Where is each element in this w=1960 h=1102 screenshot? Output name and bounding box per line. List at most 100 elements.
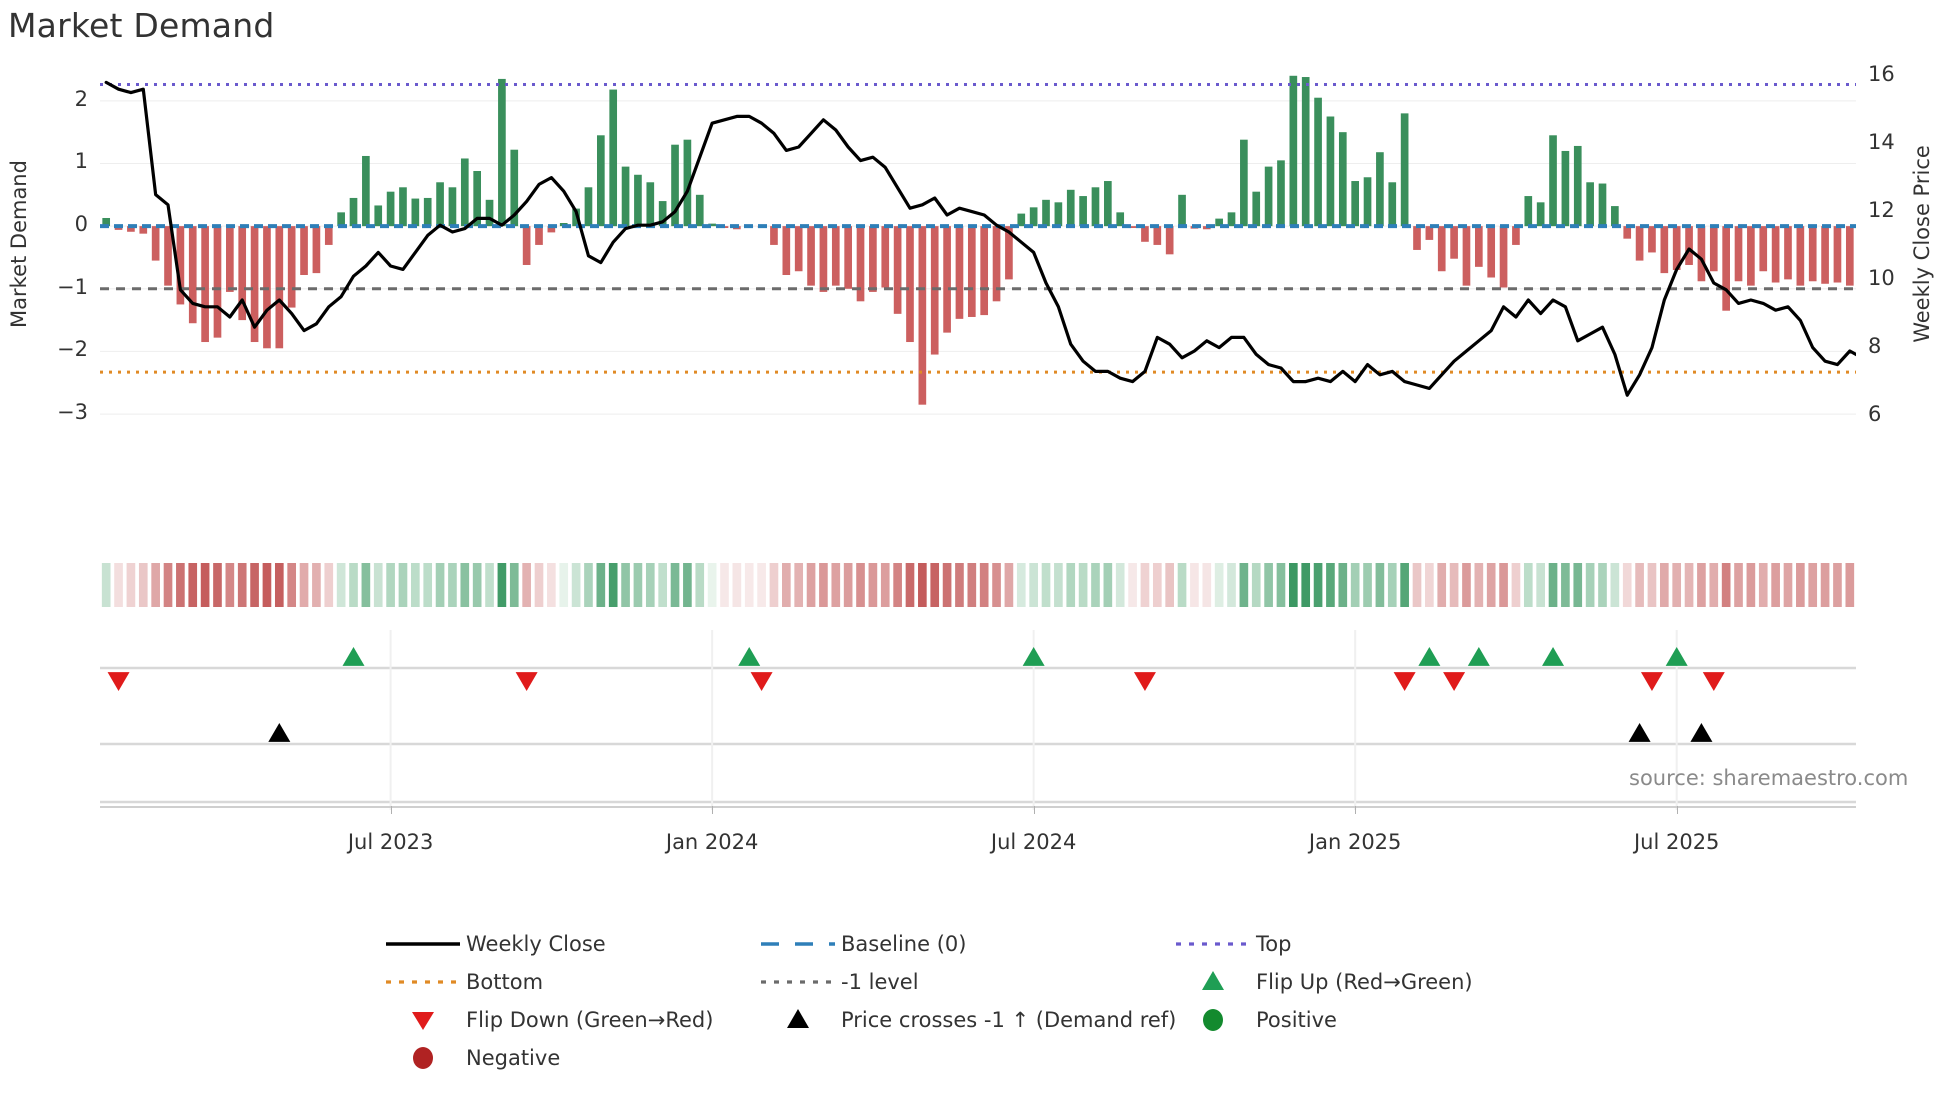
heat-cell xyxy=(460,563,470,607)
demand-bar xyxy=(522,226,531,265)
flip-down-marker xyxy=(515,672,538,691)
demand-bar xyxy=(176,226,185,305)
x-axis-tick-mark xyxy=(1676,806,1678,814)
legend-item[interactable]: Price crosses -1 ↑ (Demand ref) xyxy=(755,1001,1176,1039)
heat-cell xyxy=(633,563,643,607)
legend-item[interactable]: Baseline (0) xyxy=(755,925,966,963)
legend-item[interactable]: Flip Up (Red→Green) xyxy=(1170,963,1473,1001)
heat-cell xyxy=(101,563,111,607)
heat-cell xyxy=(992,563,1001,607)
demand-bar xyxy=(1524,196,1533,227)
legend-item[interactable]: Top xyxy=(1170,925,1291,963)
legend-symbol-circle xyxy=(380,1039,466,1077)
heat-cell xyxy=(1202,563,1212,607)
demand-heat-strip xyxy=(100,563,1856,623)
heat-cell xyxy=(1474,563,1484,607)
y-axis-left-tick: 2 xyxy=(74,86,88,111)
heat-cell xyxy=(1721,563,1731,607)
heat-cell xyxy=(1128,563,1137,607)
heat-cell xyxy=(373,563,383,607)
demand-bar xyxy=(1042,199,1050,227)
heat-cell xyxy=(1115,563,1125,607)
heat-cell xyxy=(151,563,160,607)
demand-bar xyxy=(1808,226,1817,282)
y-axis-right-tick: 14 xyxy=(1868,129,1895,154)
demand-bar xyxy=(869,226,877,292)
demand-bar xyxy=(362,155,370,227)
heat-cell xyxy=(1041,563,1051,607)
demand-bar xyxy=(1536,202,1545,227)
legend-symbol-solid-line xyxy=(380,925,466,963)
demand-bar xyxy=(930,226,939,355)
demand-bar xyxy=(1722,226,1730,311)
legend-item[interactable]: Weekly Close xyxy=(380,925,606,963)
heat-cell xyxy=(1078,563,1088,607)
y-axis-right-tick: 10 xyxy=(1868,265,1895,290)
heat-cell xyxy=(1833,563,1842,607)
heat-cell xyxy=(1103,563,1113,607)
heat-cell xyxy=(1289,563,1298,607)
demand-bar xyxy=(1648,226,1656,253)
heat-cell xyxy=(942,563,952,607)
demand-bar xyxy=(1277,160,1285,227)
heat-cell xyxy=(1635,563,1644,607)
chart-legend: Weekly Close Baseline (0) Top Bottom -1 leve… xyxy=(380,925,1840,1085)
demand-bar xyxy=(1153,226,1162,245)
legend-item[interactable]: Bottom xyxy=(380,963,543,1001)
demand-bar xyxy=(1685,226,1693,265)
heat-cell xyxy=(274,563,284,607)
heat-cell xyxy=(213,563,222,607)
demand-bar xyxy=(226,226,234,292)
heat-cell xyxy=(819,563,828,607)
demand-bar xyxy=(1709,226,1718,272)
legend-item[interactable]: -1 level xyxy=(755,963,919,1001)
demand-bar xyxy=(807,226,815,286)
heat-cell xyxy=(1313,563,1323,607)
weekly-close-line xyxy=(104,80,1856,397)
legend-item[interactable]: Positive xyxy=(1170,1001,1337,1039)
demand-bar xyxy=(399,187,407,227)
demand-bar xyxy=(1561,150,1570,227)
legend-label: Flip Down (Green→Red) xyxy=(466,1008,714,1032)
heat-cell xyxy=(547,563,556,607)
signal-marker-panel xyxy=(100,630,1856,810)
heat-cell xyxy=(584,563,593,607)
demand-bar xyxy=(1128,226,1137,229)
y-axis-left-tick: 0 xyxy=(74,212,88,237)
legend-label: Bottom xyxy=(466,970,544,994)
heat-cell xyxy=(1622,563,1632,607)
legend-label: Flip Up (Red→Green) xyxy=(1256,970,1473,994)
flip-up-marker xyxy=(1418,647,1441,666)
heat-cell xyxy=(1301,563,1311,607)
heat-cell xyxy=(794,563,804,607)
x-axis-tick-mark xyxy=(1355,806,1357,814)
demand-bar xyxy=(411,198,420,227)
demand-bar xyxy=(1474,226,1483,267)
legend-item[interactable]: Negative xyxy=(380,1039,560,1077)
demand-bar xyxy=(213,226,222,338)
demand-bar xyxy=(1091,187,1100,227)
heat-cell xyxy=(1758,563,1768,607)
x-axis-tick-label: Jan 2024 xyxy=(665,830,759,854)
demand-bar xyxy=(139,226,148,234)
flip-up-marker xyxy=(1467,647,1490,666)
heat-cell xyxy=(138,563,148,607)
heat-cell xyxy=(1523,563,1533,607)
heat-cell xyxy=(250,563,259,607)
demand-bar xyxy=(1635,226,1644,261)
heat-cell xyxy=(472,563,482,607)
demand-bar xyxy=(1611,206,1619,227)
flip-up-marker xyxy=(1542,647,1565,666)
demand-bar xyxy=(708,223,716,227)
heat-cell xyxy=(200,563,210,607)
demand-bar xyxy=(1771,226,1780,283)
demand-bar xyxy=(250,226,259,343)
heat-cell xyxy=(534,563,544,607)
demand-bar xyxy=(1165,226,1174,255)
legend-item[interactable]: Flip Down (Green→Red) xyxy=(380,1001,713,1039)
x-axis: Jul 2023 Jan 2024 Jul 2024 Jan 2025 Jul 2025 xyxy=(100,806,1856,866)
demand-bar xyxy=(1623,226,1632,239)
demand-bar xyxy=(1734,226,1743,282)
heat-cell xyxy=(1054,563,1063,607)
